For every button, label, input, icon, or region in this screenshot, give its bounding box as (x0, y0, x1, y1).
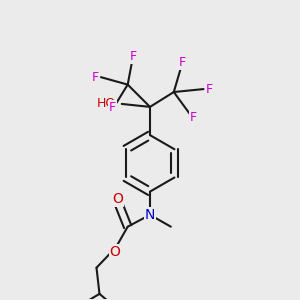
Text: F: F (130, 50, 137, 64)
Text: O: O (112, 192, 123, 206)
Text: HO: HO (97, 97, 116, 110)
Text: N: N (145, 208, 155, 222)
Text: O: O (110, 245, 120, 259)
Text: F: F (179, 56, 186, 69)
Text: F: F (205, 82, 212, 96)
Text: F: F (109, 101, 116, 114)
Text: F: F (190, 111, 197, 124)
Text: F: F (92, 71, 99, 84)
